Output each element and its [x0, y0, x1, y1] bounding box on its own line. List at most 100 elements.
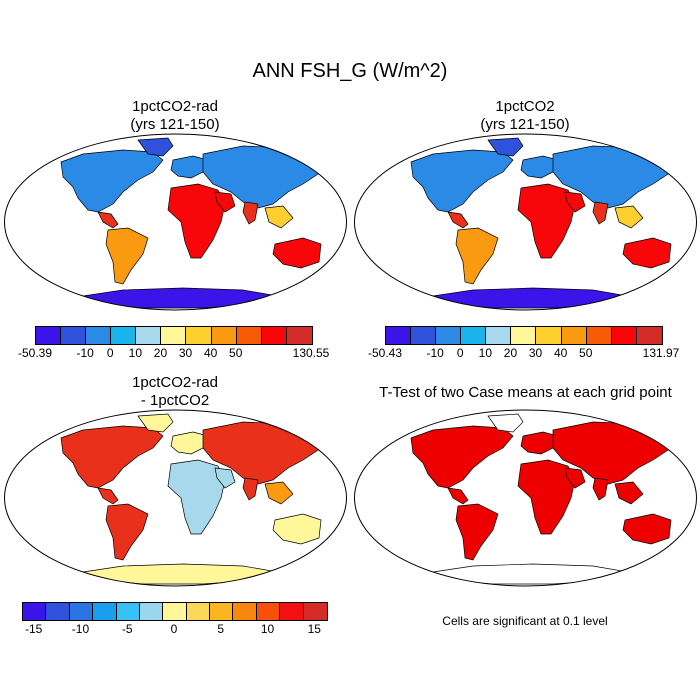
land-australia: [622, 237, 672, 269]
land-southAmerica: [105, 227, 149, 285]
land-africa: [517, 183, 576, 259]
map-border: [354, 133, 697, 311]
map-content: [410, 137, 674, 309]
figure-title: ANN FSH_G (W/m^2): [252, 60, 448, 82]
land-antarctica: [431, 287, 630, 309]
land-australia: [622, 513, 672, 545]
cbar-diff-ticks-label: -15: [25, 622, 43, 636]
cbar-diff-swatch-3: [93, 603, 117, 620]
land-antarctica: [431, 563, 630, 585]
cbar-diff-swatch-4: [116, 603, 140, 620]
panel-3-title-line2: - 1pctCO2: [140, 392, 210, 409]
cbar-right-swatch-2: [436, 327, 462, 344]
panel-1-title-line1: 1pctCO2-rad: [132, 98, 218, 115]
cbar-left-ticks-label: 40: [203, 346, 218, 360]
land-centralAmerica: [447, 487, 469, 505]
cbar-right-swatch-0: [386, 327, 412, 344]
cbar-left-ticks-label: 30: [178, 346, 193, 360]
land-centralAmerica: [97, 487, 119, 505]
map-difference: [4, 409, 347, 587]
map-1pctco2: [354, 133, 697, 311]
cbar-left-swatch-0: [36, 327, 62, 344]
cbar-right-ticks-label: 30: [528, 346, 543, 360]
land-europe: [520, 431, 559, 455]
cbar-diff-swatch-10: [256, 603, 281, 620]
cbar-right-ticks-label: -50.43: [367, 346, 403, 360]
cbar-diff-swatch-0: [23, 603, 47, 620]
land-arabia: [564, 467, 586, 489]
map-border: [4, 409, 347, 587]
cbar-diff-ticks-label: 10: [260, 622, 275, 636]
land-arabia: [564, 191, 586, 213]
land-northAmerica: [60, 149, 164, 213]
colorbar-difference: [22, 602, 328, 621]
cbar-diff-ticks-label: 5: [217, 622, 225, 636]
cbar-left-swatch-7: [211, 327, 237, 344]
land-greenland: [137, 413, 174, 433]
cbar-left-swatch-1: [61, 327, 87, 344]
land-seAsia: [614, 205, 644, 229]
map-content: [410, 413, 674, 585]
cbar-right-ticks-label: 40: [553, 346, 568, 360]
panel-4-title: T-Test of two Case means at each grid po…: [353, 384, 698, 402]
land-greenland: [487, 137, 524, 157]
cbar-diff-swatch-5: [139, 603, 164, 620]
cbar-diff-ticks-label: -10: [71, 622, 90, 636]
cbar-right-ticks-label: 10: [478, 346, 493, 360]
panel-2-title: 1pctCO2 (yrs 121-150): [420, 98, 630, 134]
map-border: [354, 409, 697, 587]
cbar-left-ticks-label: 130.55: [292, 346, 330, 360]
cbar-right-ticks-label: 131.97: [642, 346, 680, 360]
cbar-left-swatch-10: [286, 327, 312, 344]
land-europe: [170, 431, 209, 455]
cbar-left-swatch-6: [186, 327, 212, 344]
significance-footnote: Cells are significant at 0.1 level: [442, 614, 608, 628]
cbar-left-swatch-3: [111, 327, 137, 344]
map-border: [4, 133, 347, 311]
panel-4-title-line1: T-Test of two Case means at each grid po…: [379, 384, 672, 401]
land-southAmerica: [105, 503, 149, 561]
cbar-right-swatch-9: [611, 327, 637, 344]
land-india: [242, 477, 259, 501]
cbar-diff-swatch-2: [69, 603, 94, 620]
land-europe: [170, 155, 209, 179]
map-1pctco2-rad: [4, 133, 347, 311]
cbar-left-swatch-8: [236, 327, 262, 344]
cbar-left-ticks-label: 0: [106, 346, 114, 360]
land-africa: [167, 183, 226, 259]
cbar-diff-swatch-11: [280, 603, 304, 620]
cbar-diff-swatch-12: [303, 603, 327, 620]
land-africa: [167, 459, 226, 535]
cbar-left-ticks-label: -50.39: [17, 346, 53, 360]
land-southAmerica: [455, 503, 499, 561]
land-india: [242, 201, 259, 225]
land-australia: [272, 513, 322, 545]
land-antarctica: [81, 287, 280, 309]
cbar-diff-swatch-6: [163, 603, 187, 620]
land-india: [592, 477, 609, 501]
land-india: [592, 201, 609, 225]
cbar-diff-swatch-9: [233, 603, 257, 620]
land-europe: [520, 155, 559, 179]
land-northAmerica: [60, 425, 164, 489]
cbar-right-swatch-5: [511, 327, 537, 344]
cbar-right-swatch-6: [536, 327, 562, 344]
cbar-right-swatch-4: [486, 327, 512, 344]
cbar-diff-ticks-label: 0: [170, 622, 178, 636]
cbar-right-swatch-8: [586, 327, 612, 344]
cbar-left-ticks-label: 50: [229, 346, 243, 360]
cbar-left-swatch-2: [86, 327, 112, 344]
land-africa: [517, 459, 576, 535]
cbar-right-swatch-7: [561, 327, 587, 344]
cbar-left-ticks-label: -10: [76, 346, 94, 360]
colorbar-1pctco2-rad: [35, 326, 313, 345]
cbar-diff-ticks-label: -5: [121, 622, 133, 636]
land-seAsia: [614, 481, 644, 505]
land-greenland: [487, 413, 524, 433]
cbar-left-ticks-label: 20: [153, 346, 168, 360]
cbar-right-swatch-10: [636, 327, 662, 344]
panel-3-title-line1: 1pctCO2-rad: [132, 374, 218, 391]
land-southAmerica: [455, 227, 499, 285]
land-northAmerica: [410, 149, 514, 213]
cbar-right-ticks-label: 20: [503, 346, 518, 360]
